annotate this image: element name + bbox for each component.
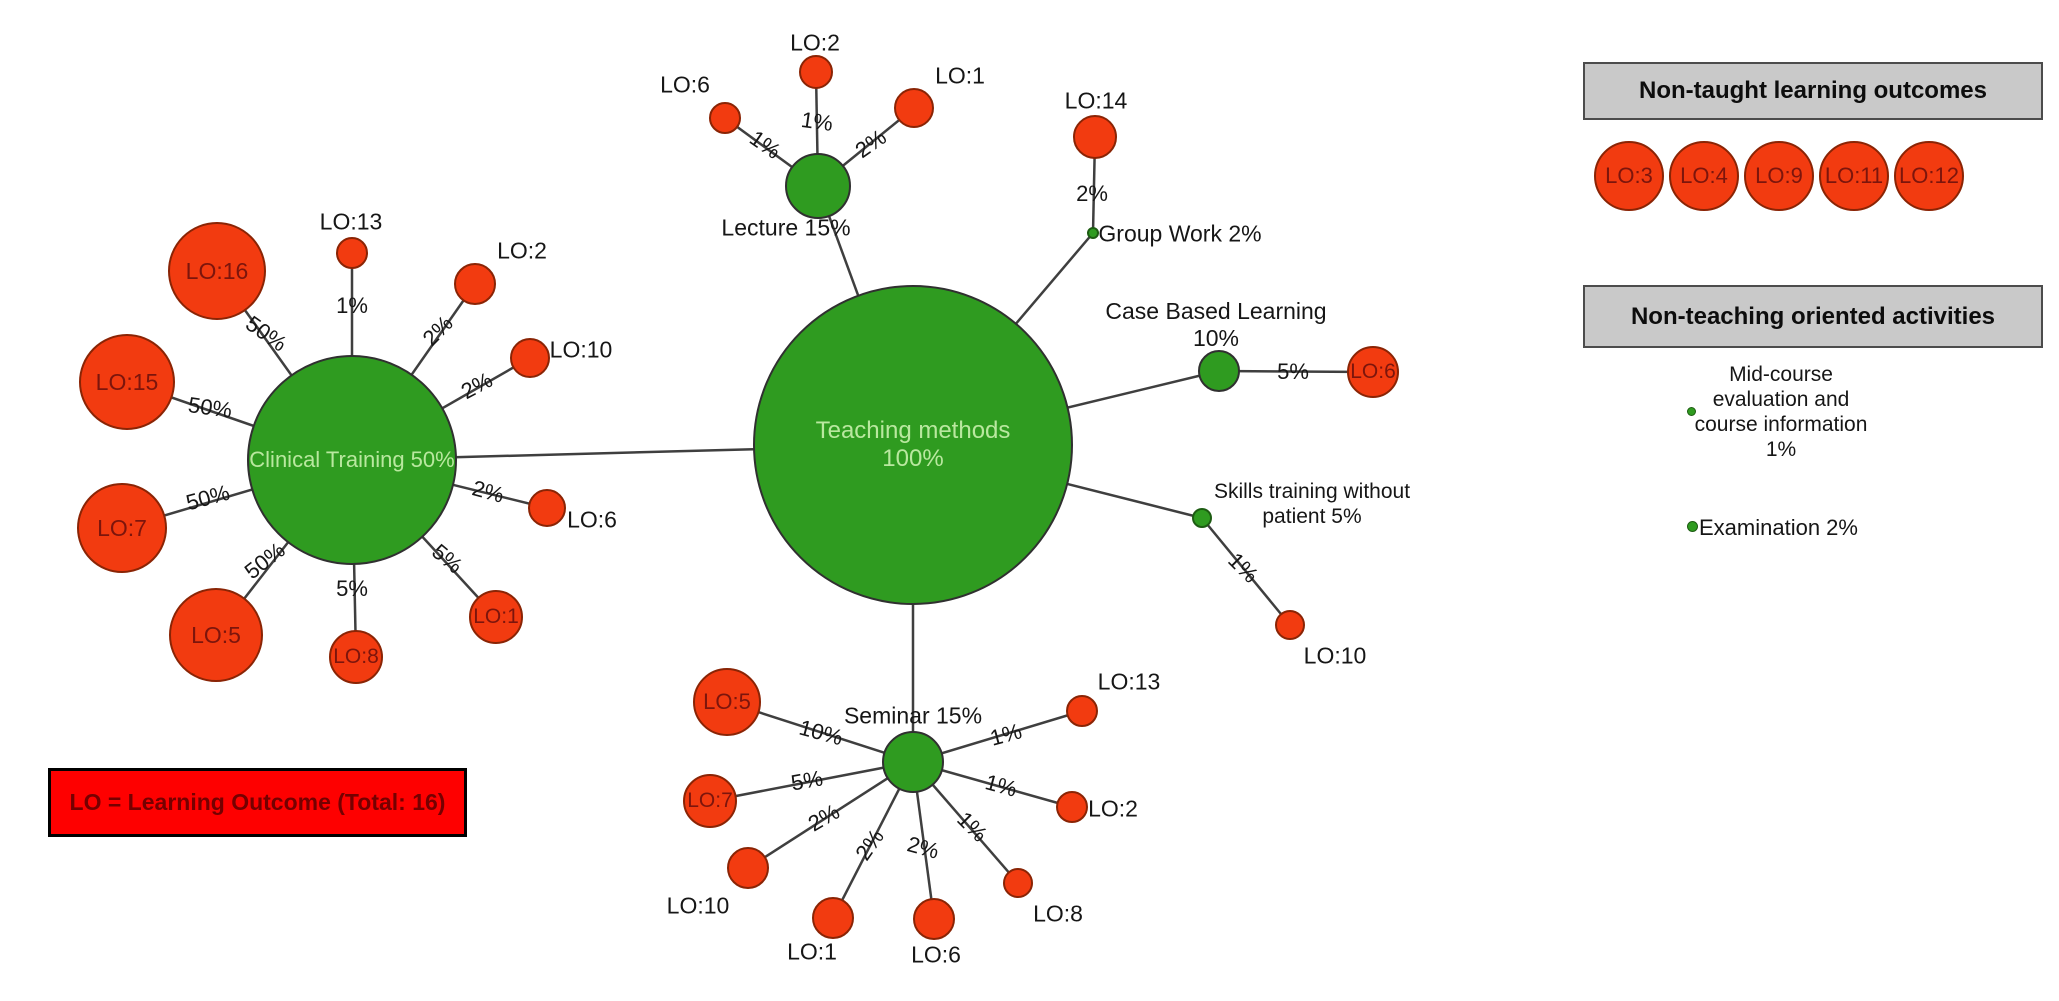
lo2-seminar-circle: [1056, 791, 1088, 823]
lo10-seminar-circle: [727, 847, 769, 889]
lo7-clinical-circle: LO:7: [77, 483, 167, 573]
skills-training-label: Skills training without patient 5%: [1213, 480, 1411, 528]
lo5-clinical-circle: LO:5: [169, 588, 263, 682]
lo-legend-box: LO = Learning Outcome (Total: 16): [48, 768, 467, 837]
edge-skills-training--lo10-skills: [1201, 517, 1291, 626]
examination-activity-label: Examination 2%: [1699, 515, 1858, 540]
lo8-clinical-circle: LO:8: [329, 630, 383, 684]
lo6-seminar-circle: [913, 898, 955, 940]
edge-percent-label-11: 1%: [799, 106, 835, 137]
edge-seminar--lo7-seminar: [709, 760, 914, 803]
non-teaching-panel-title: Non-teaching oriented activities: [1630, 302, 1996, 330]
edge-percent-label-17: 5%: [789, 765, 825, 796]
lo13-clinical-label: LO:13: [319, 208, 383, 235]
lo1-seminar-circle: [812, 897, 854, 939]
lo16-clinical-circle: LO:16: [168, 222, 266, 320]
group-work-circle: [1087, 227, 1099, 239]
lo6-clinical-label: LO:6: [567, 506, 617, 533]
edge-percent-label-14: 5%: [1277, 359, 1309, 384]
non-teaching-panel-header: Non-teaching oriented activities: [1583, 285, 2043, 348]
skills-training-circle: [1192, 508, 1212, 528]
edge-percent-label-13: 2%: [1076, 181, 1108, 206]
edge-percent-label-1: 1%: [336, 293, 368, 318]
non-taught-lo9-circle: LO:9: [1744, 141, 1814, 211]
lo13-clinical-circle: [336, 237, 368, 269]
lo7-seminar-circle: LO:7: [683, 774, 737, 828]
lo2-lecture-circle: [799, 55, 833, 89]
non-taught-panel-header: Non-taught learning outcomes: [1583, 62, 2043, 120]
case-based-learning-label: Case Based Learning 10%: [1105, 297, 1327, 351]
lo6-cbl-circle: LO:6: [1347, 346, 1399, 398]
lo8-seminar-label: LO:8: [1033, 900, 1083, 927]
lo2-clinical-circle: [454, 263, 496, 305]
lo10-clinical-label: LO:10: [549, 336, 613, 363]
edge-seminar--lo10-seminar: [747, 760, 914, 870]
lo2-lecture-label: LO:2: [790, 29, 840, 56]
lo10-skills-label: LO:10: [1303, 642, 1367, 669]
lo10-seminar-label: LO:10: [666, 892, 730, 919]
lo1-seminar-label: LO:1: [787, 938, 837, 965]
lo-legend-text: LO = Learning Outcome (Total: 16): [69, 789, 446, 815]
lo2-seminar-label: LO:2: [1088, 795, 1138, 822]
lo14-groupwork-circle: [1073, 115, 1117, 159]
lo6-lecture-circle: [709, 102, 741, 134]
lecture-label: Lecture 15%: [721, 214, 851, 241]
lo6-seminar-label: LO:6: [911, 941, 961, 968]
lo13-seminar-circle: [1066, 695, 1098, 727]
non-taught-lo3-circle: LO:3: [1594, 141, 1664, 211]
lo10-clinical-circle: [510, 338, 550, 378]
lo5-seminar-circle: LO:5: [693, 668, 761, 736]
lo6-clinical-circle: [528, 489, 566, 527]
lo15-clinical-circle: LO:15: [79, 334, 175, 430]
lo10-skills-circle: [1275, 610, 1305, 640]
lo1-lecture-label: LO:1: [935, 62, 985, 89]
mid-course-activity-label: Mid-course evaluation and course informa…: [1694, 363, 1868, 461]
non-taught-lo12-circle: LO:12: [1894, 141, 1964, 211]
teaching-methods-circle: Teaching methods 100%: [753, 285, 1073, 605]
lo14-groupwork-label: LO:14: [1064, 87, 1128, 114]
lo8-seminar-circle: [1003, 868, 1033, 898]
non-taught-panel-title: Non-taught learning outcomes: [1639, 77, 1987, 104]
case-based-learning-circle: [1198, 350, 1240, 392]
lo6-lecture-label: LO:6: [660, 71, 710, 98]
non-taught-lo11-circle: LO:11: [1819, 141, 1889, 211]
lo1-clinical-circle: LO:1: [469, 590, 523, 644]
seminar-label: Seminar 15%: [843, 702, 983, 729]
group-work-label: Group Work 2%: [1098, 220, 1262, 247]
lo2-clinical-label: LO:2: [497, 237, 547, 264]
non-taught-lo4-circle: LO:4: [1669, 141, 1739, 211]
mid-course-green-dot-icon: [1687, 407, 1696, 416]
lecture-circle: [785, 153, 851, 219]
clinical-training-circle: Clinical Training 50%: [247, 355, 457, 565]
examination-green-dot-icon: [1687, 521, 1698, 532]
lo1-lecture-circle: [894, 88, 934, 128]
seminar-circle: [882, 731, 944, 793]
lo13-seminar-label: LO:13: [1097, 668, 1161, 695]
edge-percent-label-6: 5%: [336, 576, 368, 601]
